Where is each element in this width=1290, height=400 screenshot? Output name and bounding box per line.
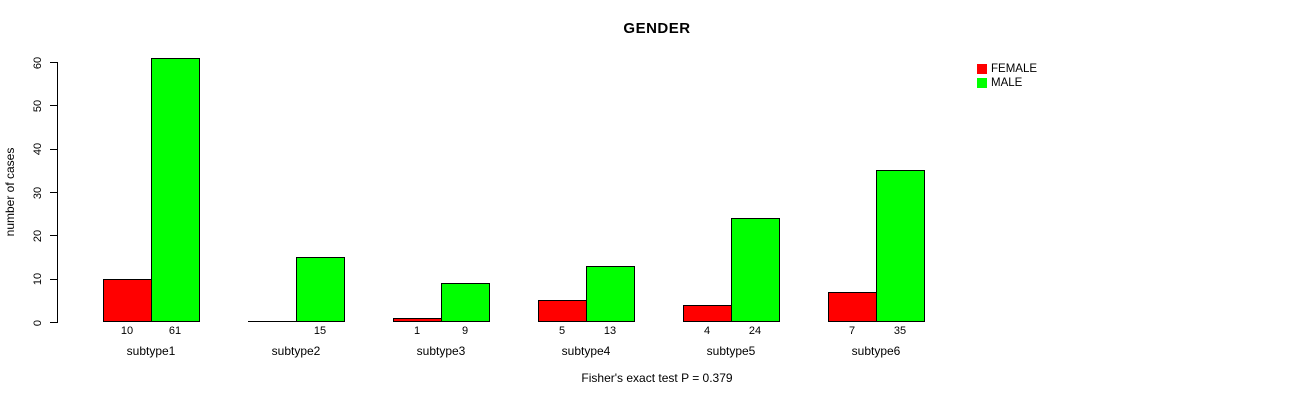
y-axis-tick-label: 50 [32, 99, 44, 112]
bar-female [538, 300, 587, 322]
bar-value-label: 4 [703, 325, 711, 337]
bar-male [151, 58, 200, 322]
y-axis-tick-label: 10 [32, 273, 44, 286]
y-axis-line [57, 62, 58, 323]
bar-female [103, 279, 152, 322]
bar-value-label: 7 [848, 325, 856, 337]
chart-title: GENDER [623, 20, 691, 37]
y-axis-tick-label: 20 [32, 229, 44, 242]
bar-value-label: 13 [603, 325, 617, 337]
bar-value-label: 9 [461, 325, 469, 337]
bar-male [731, 218, 780, 322]
y-axis-tick-label: 40 [32, 143, 44, 156]
category-label: subtype3 [416, 344, 466, 358]
category-label: subtype6 [851, 344, 901, 358]
legend-entry: MALE [977, 76, 1037, 90]
legend: FEMALE MALE [977, 62, 1037, 90]
bar-value-label: 1 [413, 325, 421, 337]
annotation-fisher-test: Fisher's exact test P = 0.379 [581, 371, 733, 385]
bar-female-zero [248, 321, 297, 322]
legend-entry: FEMALE [977, 62, 1037, 76]
y-axis-tick-label: 30 [32, 186, 44, 199]
bar-value-label: 61 [168, 325, 182, 337]
bar-value-label: 10 [120, 325, 134, 337]
bar-value-label: 5 [558, 325, 566, 337]
category-label: subtype1 [126, 344, 176, 358]
legend-swatch-female [977, 64, 987, 74]
bar-male [586, 266, 635, 322]
y-axis-tick [50, 105, 57, 107]
category-label: subtype4 [561, 344, 611, 358]
bar-male [441, 283, 490, 322]
category-label: subtype2 [271, 344, 321, 358]
bar-male [876, 170, 925, 322]
bar-value-label: 35 [893, 325, 907, 337]
legend-label: MALE [991, 77, 1023, 89]
y-axis-tick [50, 322, 57, 323]
y-axis-tick [50, 235, 57, 237]
category-label: subtype5 [706, 344, 756, 358]
bar-value-label: 24 [748, 325, 762, 337]
y-axis-tick-label: 60 [32, 56, 44, 69]
bar-female [393, 318, 442, 322]
bar-female [683, 305, 732, 322]
y-axis-tick [50, 192, 57, 193]
legend-label: FEMALE [991, 63, 1038, 75]
y-axis-tick-label: 0 [32, 319, 44, 326]
legend-swatch-male [977, 78, 987, 88]
bar-female [828, 292, 877, 322]
bar-male [296, 257, 345, 322]
y-axis-tick [50, 278, 57, 280]
y-axis-tick [50, 62, 57, 63]
y-axis-tick [50, 148, 57, 150]
y-axis-label: number of cases [3, 147, 17, 237]
bar-value-label: 15 [313, 325, 327, 337]
